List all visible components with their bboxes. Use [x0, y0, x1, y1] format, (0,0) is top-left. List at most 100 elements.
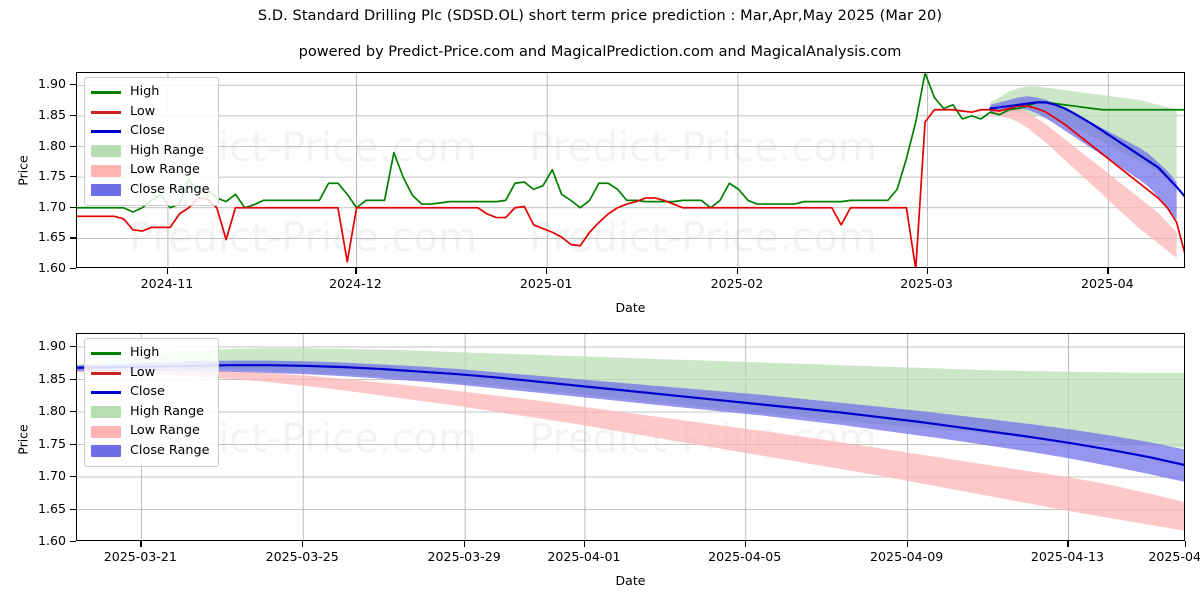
- bottom-panel-x-tick: 2025-03-29: [427, 549, 501, 564]
- bottom-panel-x-tick: 2025-04-17: [1148, 549, 1200, 564]
- top-panel-chart-svg: [77, 73, 1184, 267]
- bottom-panel-y-tickmark: [70, 508, 76, 510]
- top-panel-y-tick: 1.75: [37, 168, 66, 184]
- bottom-panel-y-tick: 1.80: [37, 403, 66, 418]
- bottom-panel-y-tick: 1.70: [37, 468, 66, 483]
- bottom-panel-x-tickmark: [906, 541, 908, 547]
- legend-line-swatch: [91, 371, 121, 375]
- bottom-panel-y-tick: 1.85: [37, 370, 66, 386]
- figure-title: S.D. Standard Drilling Plc (SDSD.OL) sho…: [257, 8, 943, 24]
- bottom-panel-x-tick: 2025-03-21: [103, 549, 177, 564]
- top-panel-y-tick: 1.80: [37, 137, 66, 153]
- legend-item-label: High Range: [130, 403, 205, 419]
- bottom-panel-x-tick: 2025-03-25: [265, 549, 339, 564]
- legend-item-label: Close Range: [130, 181, 210, 197]
- bottom-panel-y-tickmark: [70, 411, 76, 413]
- legend-item-label: High: [130, 84, 160, 100]
- bottom-panel-y-tickmark: [70, 443, 76, 445]
- top-panel-y-tick: 1.65: [37, 229, 66, 245]
- bottom-panel-legend-item-high[interactable]: High: [91, 344, 210, 364]
- legend-line-swatch: [91, 391, 121, 395]
- legend-line-swatch: [91, 130, 121, 134]
- top-panel-x-axis-label: Date: [615, 300, 646, 315]
- bottom-panel-x-tickmark: [583, 541, 586, 547]
- bottom-panel-x-tick: 2025-04-05: [708, 549, 782, 564]
- top-panel-legend-item-low[interactable]: Low: [91, 103, 210, 123]
- top-panel-x-tickmark: [1107, 268, 1109, 274]
- legend-patch-swatch: [91, 406, 121, 419]
- bottom-panel: Price 1.60 1.65 1.70 1.75 1.80 1.85 1.90 2025-…: [0, 320, 1200, 600]
- top-panel-y-tickmark: [70, 84, 76, 86]
- legend-item-label: Low: [130, 103, 156, 119]
- legend-patch-swatch: [91, 445, 121, 458]
- top-panel-legend-item-high[interactable]: High: [91, 83, 210, 103]
- bottom-panel-x-tickmark: [744, 541, 746, 547]
- bottom-panel-x-tick: 2025-04-01: [547, 549, 621, 564]
- legend-line-swatch: [91, 110, 121, 114]
- top-panel-x-tickmark: [546, 268, 548, 274]
- top-panel-y-tickmark: [70, 114, 76, 117]
- bottom-panel-legend-item-close[interactable]: Close: [91, 383, 210, 403]
- top-panel-legend-item-low-range[interactable]: Low Range: [91, 161, 210, 181]
- legend-item-label: Low Range: [130, 423, 200, 439]
- top-panel-legend-item-high-range[interactable]: High Range: [91, 142, 210, 162]
- bottom-panel-legend-item-high-range[interactable]: High Range: [91, 403, 210, 423]
- bottom-panel-y-tick: 1.90: [37, 338, 66, 353]
- bottom-panel-y-tick: 1.75: [37, 435, 66, 451]
- bottom-panel-legend-item-low[interactable]: Low: [91, 364, 210, 384]
- legend-patch-swatch: [91, 184, 121, 197]
- bottom-panel-x-tickmark: [1185, 541, 1187, 547]
- bottom-panel-x-tick: 2025-04-13: [1030, 549, 1105, 564]
- legend-item-label: Low: [130, 364, 156, 380]
- bottom-panel-x-tickmark: [302, 541, 304, 547]
- top-panel-y-tickmark: [70, 206, 76, 208]
- top-panel-x-tickmark: [736, 268, 739, 274]
- bottom-panel-y-tick: 1.65: [37, 500, 66, 516]
- top-panel-plot-area[interactable]: Predict-Price.com Predict-Price.com Pred…: [76, 72, 1185, 268]
- top-panel-y-tick: 1.85: [37, 106, 66, 122]
- bottom-panel-chart-svg: [77, 334, 1184, 540]
- top-panel-y-tick: 1.90: [37, 76, 66, 92]
- top-panel-x-tickmark: [166, 268, 169, 274]
- bottom-panel-x-tickmark: [140, 541, 142, 547]
- figure-subtitle: powered by Predict-Price.com and Magical…: [298, 44, 902, 60]
- legend-patch-swatch: [91, 145, 121, 158]
- bottom-panel-y-tickmark: [70, 346, 76, 348]
- bottom-panel-x-tickmark: [464, 541, 466, 547]
- legend-item-label: Close: [130, 123, 165, 139]
- legend-line-swatch: [91, 352, 121, 356]
- bottom-panel-legend[interactable]: High Low Close High Range Low Range Close Ran…: [84, 338, 219, 467]
- top-panel-y-tickmark: [70, 145, 76, 147]
- bottom-panel-x-tick: 2025-04-09: [870, 549, 944, 564]
- top-panel-y-tick: 1.60: [37, 260, 66, 275]
- bottom-panel-y-tickmark: [70, 378, 76, 380]
- bottom-panel-y-tickmark: [70, 541, 76, 543]
- top-panel-x-tick: 2024-11: [140, 276, 194, 291]
- top-panel-y-tickmark: [70, 237, 76, 239]
- top-panel-y-tickmark: [70, 268, 76, 270]
- bottom-panel-plot-area[interactable]: Predict-Price.com Predict-Price.com: [76, 333, 1185, 541]
- legend-item-label: Close: [130, 384, 165, 400]
- legend-item-label: High Range: [130, 142, 205, 158]
- top-panel-legend[interactable]: High Low Close High Range Low Range Close Ran…: [84, 77, 219, 206]
- bottom-panel-x-axis-label: Date: [615, 573, 646, 588]
- bottom-panel-x-tickmark: [1067, 541, 1069, 547]
- top-panel-legend-item-close[interactable]: Close: [91, 122, 210, 142]
- top-panel-y-tickmark: [70, 176, 76, 178]
- bottom-panel-legend-item-close-range[interactable]: Close Range: [91, 442, 210, 462]
- legend-line-swatch: [91, 91, 121, 95]
- legend-item-label: Close Range: [130, 442, 210, 458]
- top-panel-x-tick: 2025-02: [710, 276, 764, 291]
- legend-item-label: Low Range: [130, 162, 200, 178]
- top-panel-legend-item-close-range[interactable]: Close Range: [91, 181, 210, 201]
- top-panel-x-tick: 2024-12: [329, 276, 382, 291]
- top-panel-x-tick: 2025-04: [1081, 276, 1134, 291]
- legend-item-label: High: [130, 345, 160, 361]
- top-panel-x-tick: 2025-03: [900, 276, 953, 291]
- bottom-panel-legend-item-low-range[interactable]: Low Range: [91, 422, 210, 442]
- legend-patch-swatch: [91, 164, 121, 177]
- bottom-panel-y-tickmark: [70, 476, 76, 478]
- legend-patch-swatch: [91, 425, 121, 438]
- top-panel-x-tickmark: [926, 268, 928, 274]
